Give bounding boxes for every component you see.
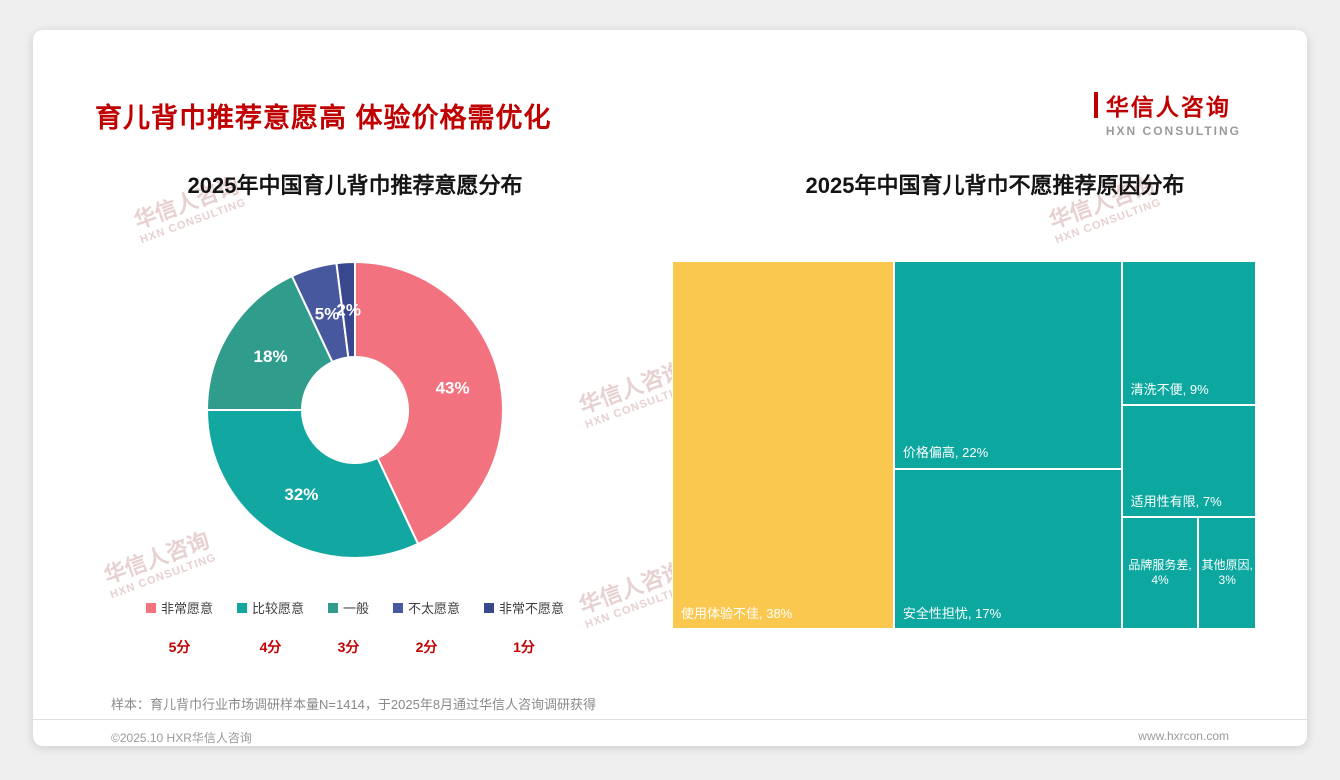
donut-data-label-2: 18% <box>254 347 288 366</box>
donut-chart-title: 2025年中国育儿背巾推荐意愿分布 <box>187 173 523 198</box>
company-logo: 华信人咨询 HXN CONSULTING <box>1093 88 1241 138</box>
treemap-cell-1: 价格偏高, 22% <box>893 261 1122 469</box>
sample-note: 样本：育儿背巾行业市场调研样本量N=1414，于2025年8月通过华信人咨询调研… <box>111 697 597 712</box>
legend-column-1: 比较愿意 4分 <box>236 598 304 657</box>
legend-label: 非常愿意 <box>160 601 213 616</box>
legend-swatch-icon <box>236 602 247 613</box>
legend-score: 2分 <box>415 639 438 655</box>
legend-score: 3分 <box>337 639 360 655</box>
logo-cn-text: 华信人咨询 <box>1105 94 1231 120</box>
legend-label: 非常不愿意 <box>499 601 565 616</box>
legend-column-3: 不太愿意 2分 <box>393 598 460 657</box>
treemap-cell-6: 其他原因, 3% <box>1198 517 1256 629</box>
treemap-cell-label: 安全性担忧, 17% <box>902 605 1002 621</box>
donut-legend: 非常愿意 5分 比较愿意 4分 一般 3分 不太愿意 2分 非常不愿意 1分 <box>53 598 657 657</box>
logo-accent-bar <box>1093 92 1098 118</box>
legend-item-1: 比较愿意 <box>236 598 304 617</box>
legend-column-2: 一般 3分 <box>327 598 369 657</box>
footer-divider <box>33 719 1307 720</box>
legend-label: 不太愿意 <box>408 601 461 616</box>
treemap-chart-title: 2025年中国育儿背巾不愿推荐原因分布 <box>805 173 1185 198</box>
legend-item-4: 非常不愿意 <box>484 598 564 617</box>
legend-swatch-icon <box>393 602 403 613</box>
page-title: 育儿背巾推荐意愿高 体验价格需优化 <box>95 103 552 133</box>
legend-label: 比较愿意 <box>251 601 304 616</box>
legend-swatch-icon <box>484 602 495 613</box>
donut-data-label-1: 32% <box>284 485 318 504</box>
legend-column-0: 非常愿意 5分 <box>145 598 213 657</box>
donut-data-label-3: 5% <box>315 304 340 323</box>
treemap-cell-2: 安全性担忧, 17% <box>893 468 1122 629</box>
legend-label: 一般 <box>342 601 369 616</box>
slide-card: 华信人咨询 HXN CONSULTING 华信人咨询 HXN CONSULTIN… <box>33 30 1307 746</box>
legend-item-3: 不太愿意 <box>393 598 460 617</box>
legend-swatch-icon <box>145 602 156 613</box>
donut-slice-1 <box>205 409 420 559</box>
treemap-cell-3: 清洗不便, 9% <box>1121 261 1256 405</box>
footer-website: www.hxrcon.com <box>1138 729 1229 743</box>
treemap-cell-5: 品牌服务差, 4% <box>1121 517 1199 629</box>
legend-score: 4分 <box>259 639 282 655</box>
legend-item-2: 一般 <box>327 598 369 617</box>
legend-column-4: 非常不愿意 1分 <box>484 598 564 657</box>
donut-data-label-4: 2% <box>336 301 361 320</box>
treemap-cell-label: 使用体验不佳, 38% <box>681 605 793 621</box>
logo-en-text: HXN CONSULTING <box>1105 124 1241 138</box>
treemap-cell-label: 品牌服务差, 4% <box>1128 558 1192 587</box>
donut-data-label-0: 43% <box>436 379 470 398</box>
treemap-cell-0: 使用体验不佳, 38% <box>672 261 894 629</box>
donut-slice-2 <box>205 274 334 411</box>
legend-score: 5分 <box>168 639 191 655</box>
treemap-cell-label: 适用性有限, 7% <box>1130 493 1222 509</box>
legend-swatch-icon <box>327 602 338 613</box>
treemap-chart: 使用体验不佳, 38% 价格偏高, 22% 安全性担忧, 17% 清洗不便, 9% 适用… <box>672 261 1256 629</box>
legend-item-0: 非常愿意 <box>145 598 213 617</box>
footer-copyright: ©2025.10 HXR华信人咨询 <box>111 731 252 745</box>
treemap-cell-label: 价格偏高, 22% <box>902 445 989 461</box>
donut-slice-0 <box>354 260 504 546</box>
treemap-cell-4: 适用性有限, 7% <box>1121 405 1256 517</box>
donut-slice-4 <box>335 260 356 359</box>
treemap-cell-label: 其他原因, 3% <box>1201 558 1253 587</box>
donut-chart: 43% 32% 18% 5%2% <box>205 260 504 559</box>
treemap-cell-label: 清洗不便, 9% <box>1130 381 1209 397</box>
legend-score: 1分 <box>513 639 535 655</box>
